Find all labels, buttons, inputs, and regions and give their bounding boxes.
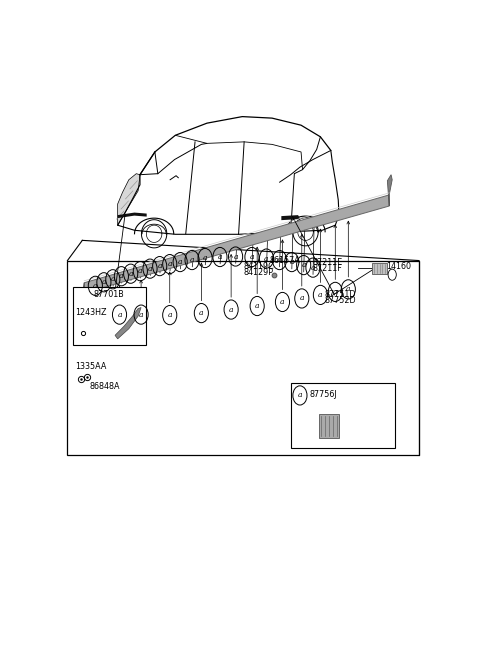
Text: a: a [190,256,194,264]
Text: a: a [129,270,133,277]
Text: 84119C: 84119C [244,262,275,271]
Text: 86157A: 86157A [269,256,300,264]
Text: a: a [333,288,337,296]
Text: 1335AA: 1335AA [76,361,107,371]
Text: 87752D: 87752D [324,297,356,306]
Bar [67,260,419,455]
Text: a: a [289,258,294,266]
Text: a: a [119,272,124,280]
Bar [319,414,339,438]
Text: a: a [157,262,162,270]
Polygon shape [84,195,389,293]
Text: 86848A: 86848A [89,382,120,391]
Polygon shape [387,174,392,206]
Text: a: a [178,258,182,266]
Text: a: a [138,267,143,275]
Text: 87751D: 87751D [324,290,356,299]
Polygon shape [115,308,141,339]
Polygon shape [118,213,147,218]
Bar [372,262,386,274]
Text: 87211F: 87211F [312,264,342,273]
Text: a: a [264,255,269,262]
Text: a: a [117,310,122,319]
Text: a: a [300,295,304,302]
Text: a: a [148,264,152,273]
Text: a: a [102,278,106,286]
Text: a: a [168,260,172,268]
Text: a: a [110,276,115,283]
Text: a: a [280,298,285,306]
Text: 87756J: 87756J [309,390,337,400]
Bar [73,287,145,346]
Text: a: a [255,302,259,310]
Text: 87211E: 87211E [312,258,342,266]
Text: a: a [318,291,323,299]
Text: a: a [301,261,306,269]
Polygon shape [83,283,84,300]
Text: 87771C: 87771C [90,318,121,327]
Text: a: a [93,282,97,290]
Text: 87701B: 87701B [94,290,124,299]
Text: 14160: 14160 [386,262,412,271]
Text: a: a [250,253,254,261]
Text: a: a [218,253,222,261]
Text: a: a [203,254,207,262]
Text: a: a [139,310,144,319]
Text: 87772B: 87772B [90,324,121,333]
Text: a: a [168,311,172,319]
Bar [290,383,395,449]
Text: 84129P: 84129P [244,268,274,277]
Text: a: a [277,256,282,264]
Polygon shape [118,174,140,225]
Text: a: a [229,306,233,314]
Text: a: a [199,309,204,317]
Text: a: a [311,264,315,272]
Text: a: a [233,253,238,260]
Polygon shape [281,215,300,220]
Text: a: a [298,392,302,400]
Text: 1243HZ: 1243HZ [75,308,107,317]
Text: a: a [346,285,350,293]
